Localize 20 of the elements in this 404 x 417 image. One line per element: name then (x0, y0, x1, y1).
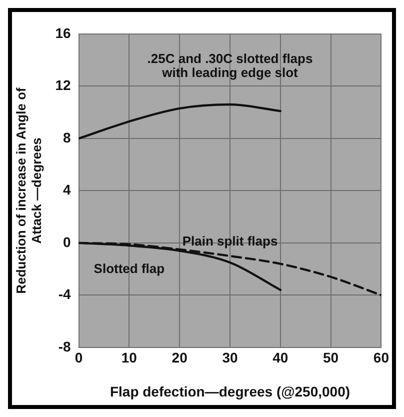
x-tick-label: 60 (373, 350, 390, 366)
y-tick-label: 8 (62, 129, 71, 146)
x-tick-label: 50 (323, 350, 339, 366)
y-tick-label: 16 (55, 24, 71, 41)
series-label: Slotted flap (94, 261, 165, 276)
y-tick-label: 4 (62, 182, 71, 198)
x-tick-label: 40 (272, 350, 288, 366)
y-tick-label: 0 (62, 234, 71, 250)
series-label: Plain split flaps (182, 234, 278, 249)
y-tick-label: 12 (55, 77, 71, 94)
y-tick-label: -8 (58, 338, 71, 354)
x-tick-label: 30 (222, 350, 238, 366)
x-tick-label: 20 (172, 350, 188, 366)
x-axis-title: Flap defection—degrees (@250,000) (110, 383, 350, 400)
y-tick-label: -4 (58, 286, 71, 302)
x-tick-label: 0 (74, 350, 83, 366)
y-axis-title: Reduction of increase in Angle of Attack —degrees (13, 86, 44, 294)
text: .25C and .30C slotted flaps with leading edge slot (147, 51, 313, 80)
line-series (78, 103, 282, 140)
x-tick-label: 10 (121, 350, 138, 366)
